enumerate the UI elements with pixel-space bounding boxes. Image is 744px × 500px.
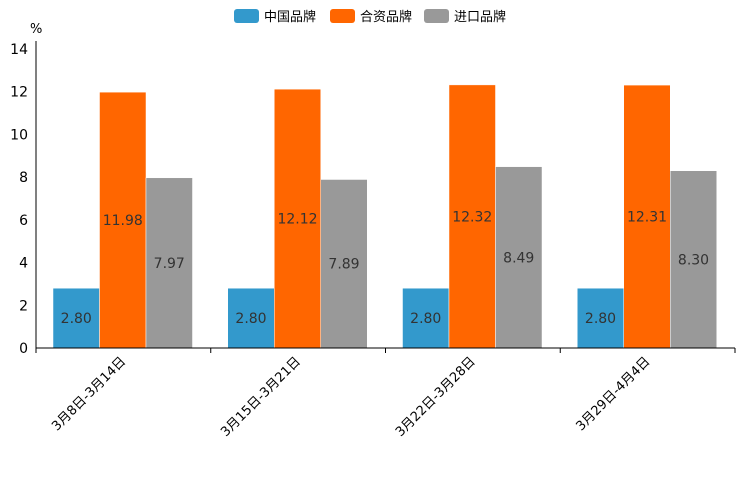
data-label: 7.89 [328, 257, 359, 273]
data-label: 8.49 [503, 250, 534, 266]
y-axis: 0 2 4 6 8 10 12 14 [10, 41, 37, 357]
data-label: 7.97 [154, 256, 185, 272]
x-tick-label: 3月8日-3月14日 [49, 354, 129, 434]
legend-item[interactable]: 进口品牌 [424, 9, 506, 25]
y-tick-label: 12 [10, 85, 28, 101]
bar [495, 166, 543, 349]
legend-swatch [330, 9, 355, 23]
legend-label: 合资品牌 [360, 9, 412, 25]
data-label: 2.80 [235, 311, 266, 327]
x-tick-label: 3月29日-4月4日 [574, 354, 654, 434]
legend-item[interactable]: 中国品牌 [234, 9, 316, 25]
y-tick-label: 10 [10, 127, 28, 143]
data-label: 8.30 [678, 252, 709, 268]
y-tick-label: 6 [19, 213, 28, 229]
y-tick-label: 2 [19, 298, 28, 314]
bar [99, 91, 147, 349]
legend-label: 中国品牌 [264, 9, 316, 25]
data-label: 12.31 [627, 210, 667, 226]
y-tick-label: 14 [10, 42, 28, 58]
bar [320, 179, 368, 349]
y-axis-unit-label: % [30, 22, 42, 37]
y-tick-label: 4 [19, 256, 28, 272]
x-tick-label: 3月22日-3月28日 [393, 354, 479, 440]
legend: 中国品牌 合资品牌 进口品牌 [234, 9, 506, 25]
legend-label: 进口品牌 [454, 9, 506, 25]
y-tick-label: 8 [19, 170, 28, 186]
bars: 2.80 11.98 7.97 2.80 12.12 7.89 2.80 12.32 8.49 2… [52, 84, 717, 349]
legend-swatch [234, 9, 259, 23]
data-label: 12.32 [452, 209, 492, 225]
bar [577, 287, 624, 349]
x-tick-label: 3月15日-3月21日 [218, 354, 304, 440]
legend-swatch [424, 9, 449, 23]
legend-item[interactable]: 合资品牌 [330, 9, 412, 25]
data-label: 2.80 [61, 311, 92, 327]
bar [623, 84, 671, 349]
data-label: 12.12 [277, 212, 317, 228]
x-axis: 3月8日-3月14日 3月15日-3月21日 3月22日-3月28日 3月29日-4月… [35, 347, 736, 440]
bar [448, 84, 496, 349]
data-label: 2.80 [410, 311, 441, 327]
data-label: 11.98 [103, 213, 143, 229]
bar [670, 170, 717, 349]
data-label: 2.80 [585, 311, 616, 327]
y-tick-label: 0 [19, 341, 28, 357]
